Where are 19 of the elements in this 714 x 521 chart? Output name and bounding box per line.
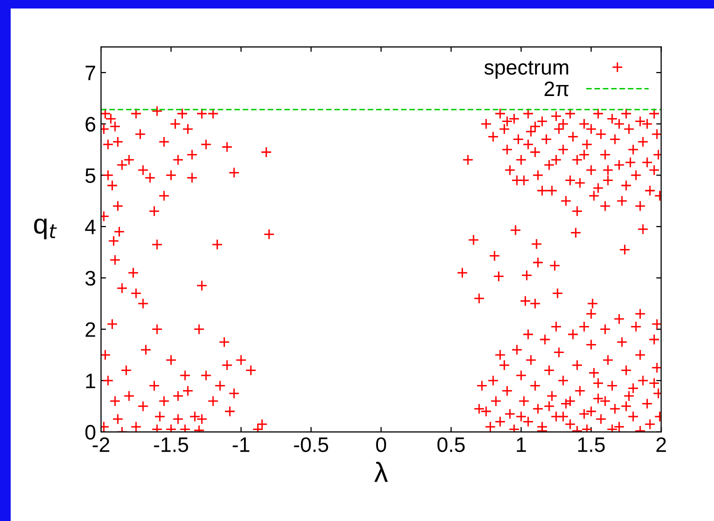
legend-label: spectrum [484,61,568,79]
y-axis-title: q$_{t}$ [34,218,57,240]
x-tick-label: -0.5 [294,437,328,452]
x-tick-label: 2 [656,437,666,452]
x-tick-label: 1 [516,438,526,452]
y-tick-label: 1 [86,374,96,388]
x-tick-label: 0 [376,437,386,452]
legend-label: 2π [544,81,569,96]
x-tick-label: -1 [232,438,250,452]
x-tick-label: 1.5 [578,438,605,452]
y-tick-label: 5 [85,168,96,183]
y-tick-label: 3 [85,270,96,286]
x-tick-label: -1.5 [154,438,188,452]
y-tick-label: 6 [86,116,96,132]
y-tick-label: 4 [85,220,96,234]
y-tick-label: 7 [86,66,96,80]
x-axis-title: λ [374,462,388,482]
y-tick-label: 2 [86,322,96,337]
x-tick-label: 0.5 [437,437,465,452]
